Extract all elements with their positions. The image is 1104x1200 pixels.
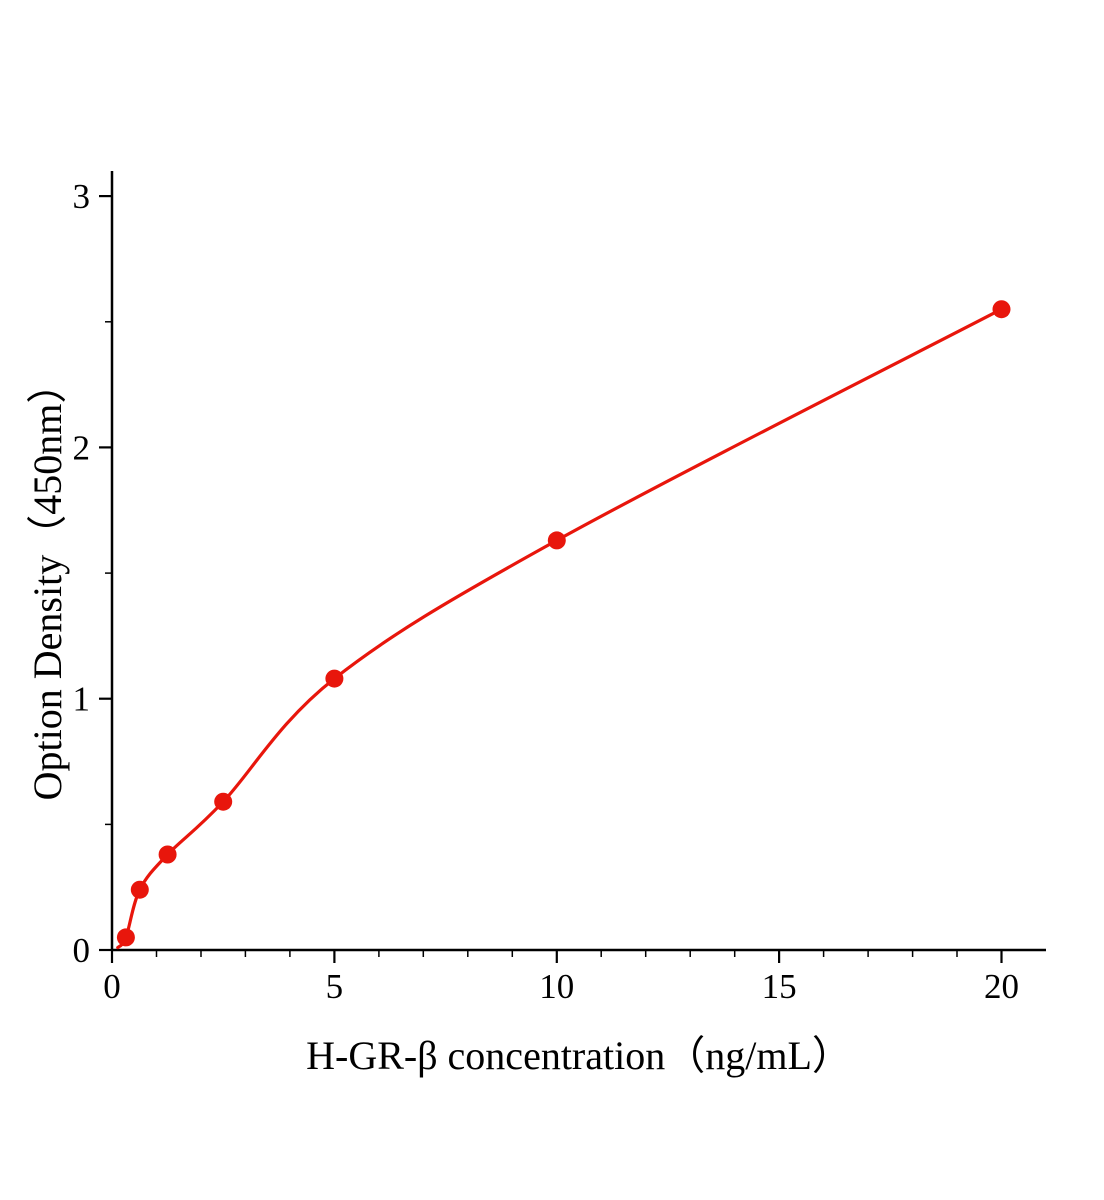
fit-curve — [116, 307, 1004, 950]
x-tick-label: 15 — [762, 967, 797, 1006]
data-point — [130, 880, 149, 899]
y-axis-title: Option Density（450nm） — [25, 363, 70, 801]
data-point — [992, 300, 1011, 319]
data-point — [547, 531, 566, 550]
data-point — [116, 928, 135, 947]
data-point — [214, 792, 233, 811]
data-point — [158, 845, 177, 864]
x-tick-label: 10 — [539, 967, 574, 1006]
y-tick-label: 0 — [73, 931, 91, 970]
y-tick-label: 1 — [73, 680, 91, 719]
x-axis-title: H-GR-β concentration（ng/mL） — [306, 1033, 852, 1078]
x-tick-label: 5 — [326, 967, 344, 1006]
y-tick-label: 3 — [73, 177, 91, 216]
x-tick-label: 20 — [984, 967, 1019, 1006]
y-tick-label: 2 — [73, 428, 91, 467]
x-tick-label: 0 — [103, 967, 121, 1006]
data-point — [325, 669, 344, 688]
